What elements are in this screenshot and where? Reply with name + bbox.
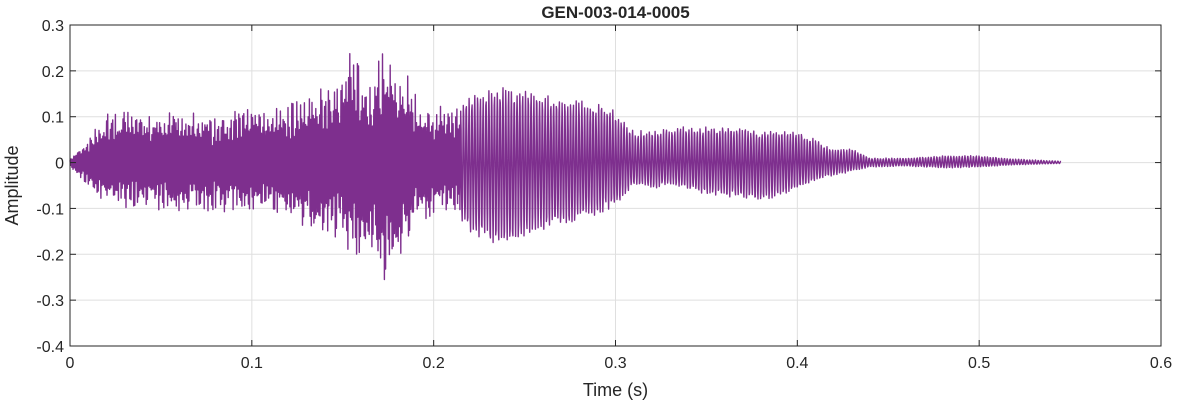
x-tick-label: 0.5 xyxy=(968,355,990,372)
y-tick-label: -0.1 xyxy=(36,201,64,218)
x-axis-label: Time (s) xyxy=(583,380,648,400)
y-tick-label: 0.3 xyxy=(42,18,64,35)
waveform-series-line xyxy=(69,53,1062,281)
x-tick-label: 0.4 xyxy=(786,355,808,372)
x-tick-label: 0.2 xyxy=(423,355,445,372)
y-axis-label: Amplitude xyxy=(2,145,22,225)
y-tick-label: -0.2 xyxy=(36,247,64,264)
chart-title: GEN-003-014-0005 xyxy=(541,3,689,22)
y-tick-label: 0.1 xyxy=(42,110,64,127)
x-tick-label: 0.3 xyxy=(604,355,626,372)
axis-ticks: 0 0.1 0.2 0.3 0.4 0.5 0.6 -0.4 -0.3 -0.2 -0.1 0 0.1 0… xyxy=(36,18,1172,372)
x-tick-label: 0.6 xyxy=(1150,355,1172,372)
plot-area xyxy=(69,53,1062,281)
y-tick-label: 0 xyxy=(55,156,64,173)
y-tick-label: -0.3 xyxy=(36,293,64,310)
y-tick-label: -0.4 xyxy=(36,339,64,356)
x-tick-label: 0.1 xyxy=(241,355,263,372)
y-tick-label: 0.2 xyxy=(42,64,64,81)
x-tick-label: 0 xyxy=(66,355,75,372)
